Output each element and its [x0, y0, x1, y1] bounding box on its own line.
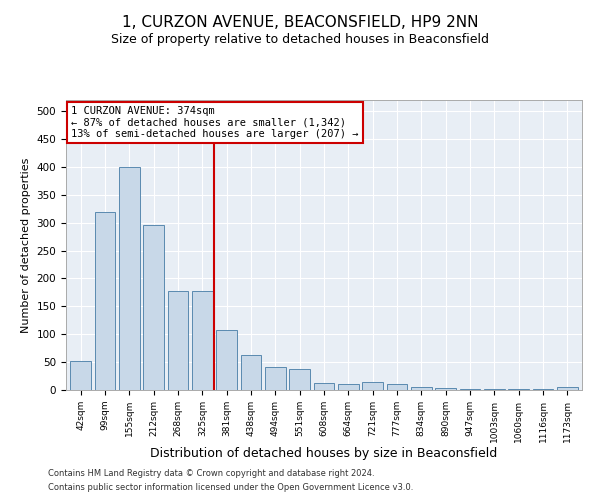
- Bar: [386, 384, 407, 390]
- Bar: [216, 330, 237, 390]
- Bar: [265, 366, 286, 390]
- Text: 1, CURZON AVENUE, BEACONSFIELD, HP9 2NN: 1, CURZON AVENUE, BEACONSFIELD, HP9 2NN: [122, 15, 478, 30]
- Text: Contains HM Land Registry data © Crown copyright and database right 2024.: Contains HM Land Registry data © Crown c…: [48, 468, 374, 477]
- Y-axis label: Number of detached properties: Number of detached properties: [21, 158, 31, 332]
- Bar: [143, 226, 164, 390]
- Text: Size of property relative to detached houses in Beaconsfield: Size of property relative to detached ho…: [111, 32, 489, 46]
- Bar: [192, 290, 212, 390]
- Bar: [289, 369, 310, 390]
- Bar: [167, 290, 188, 390]
- Bar: [241, 355, 262, 390]
- Bar: [411, 386, 432, 390]
- Bar: [436, 388, 456, 390]
- Bar: [119, 167, 140, 390]
- X-axis label: Distribution of detached houses by size in Beaconsfield: Distribution of detached houses by size …: [151, 448, 497, 460]
- Bar: [338, 384, 359, 390]
- Bar: [95, 212, 115, 390]
- Text: 1 CURZON AVENUE: 374sqm
← 87% of detached houses are smaller (1,342)
13% of semi: 1 CURZON AVENUE: 374sqm ← 87% of detache…: [71, 106, 359, 139]
- Bar: [70, 361, 91, 390]
- Bar: [362, 382, 383, 390]
- Bar: [460, 389, 481, 390]
- Bar: [557, 387, 578, 390]
- Text: Contains public sector information licensed under the Open Government Licence v3: Contains public sector information licen…: [48, 484, 413, 492]
- Bar: [314, 384, 334, 390]
